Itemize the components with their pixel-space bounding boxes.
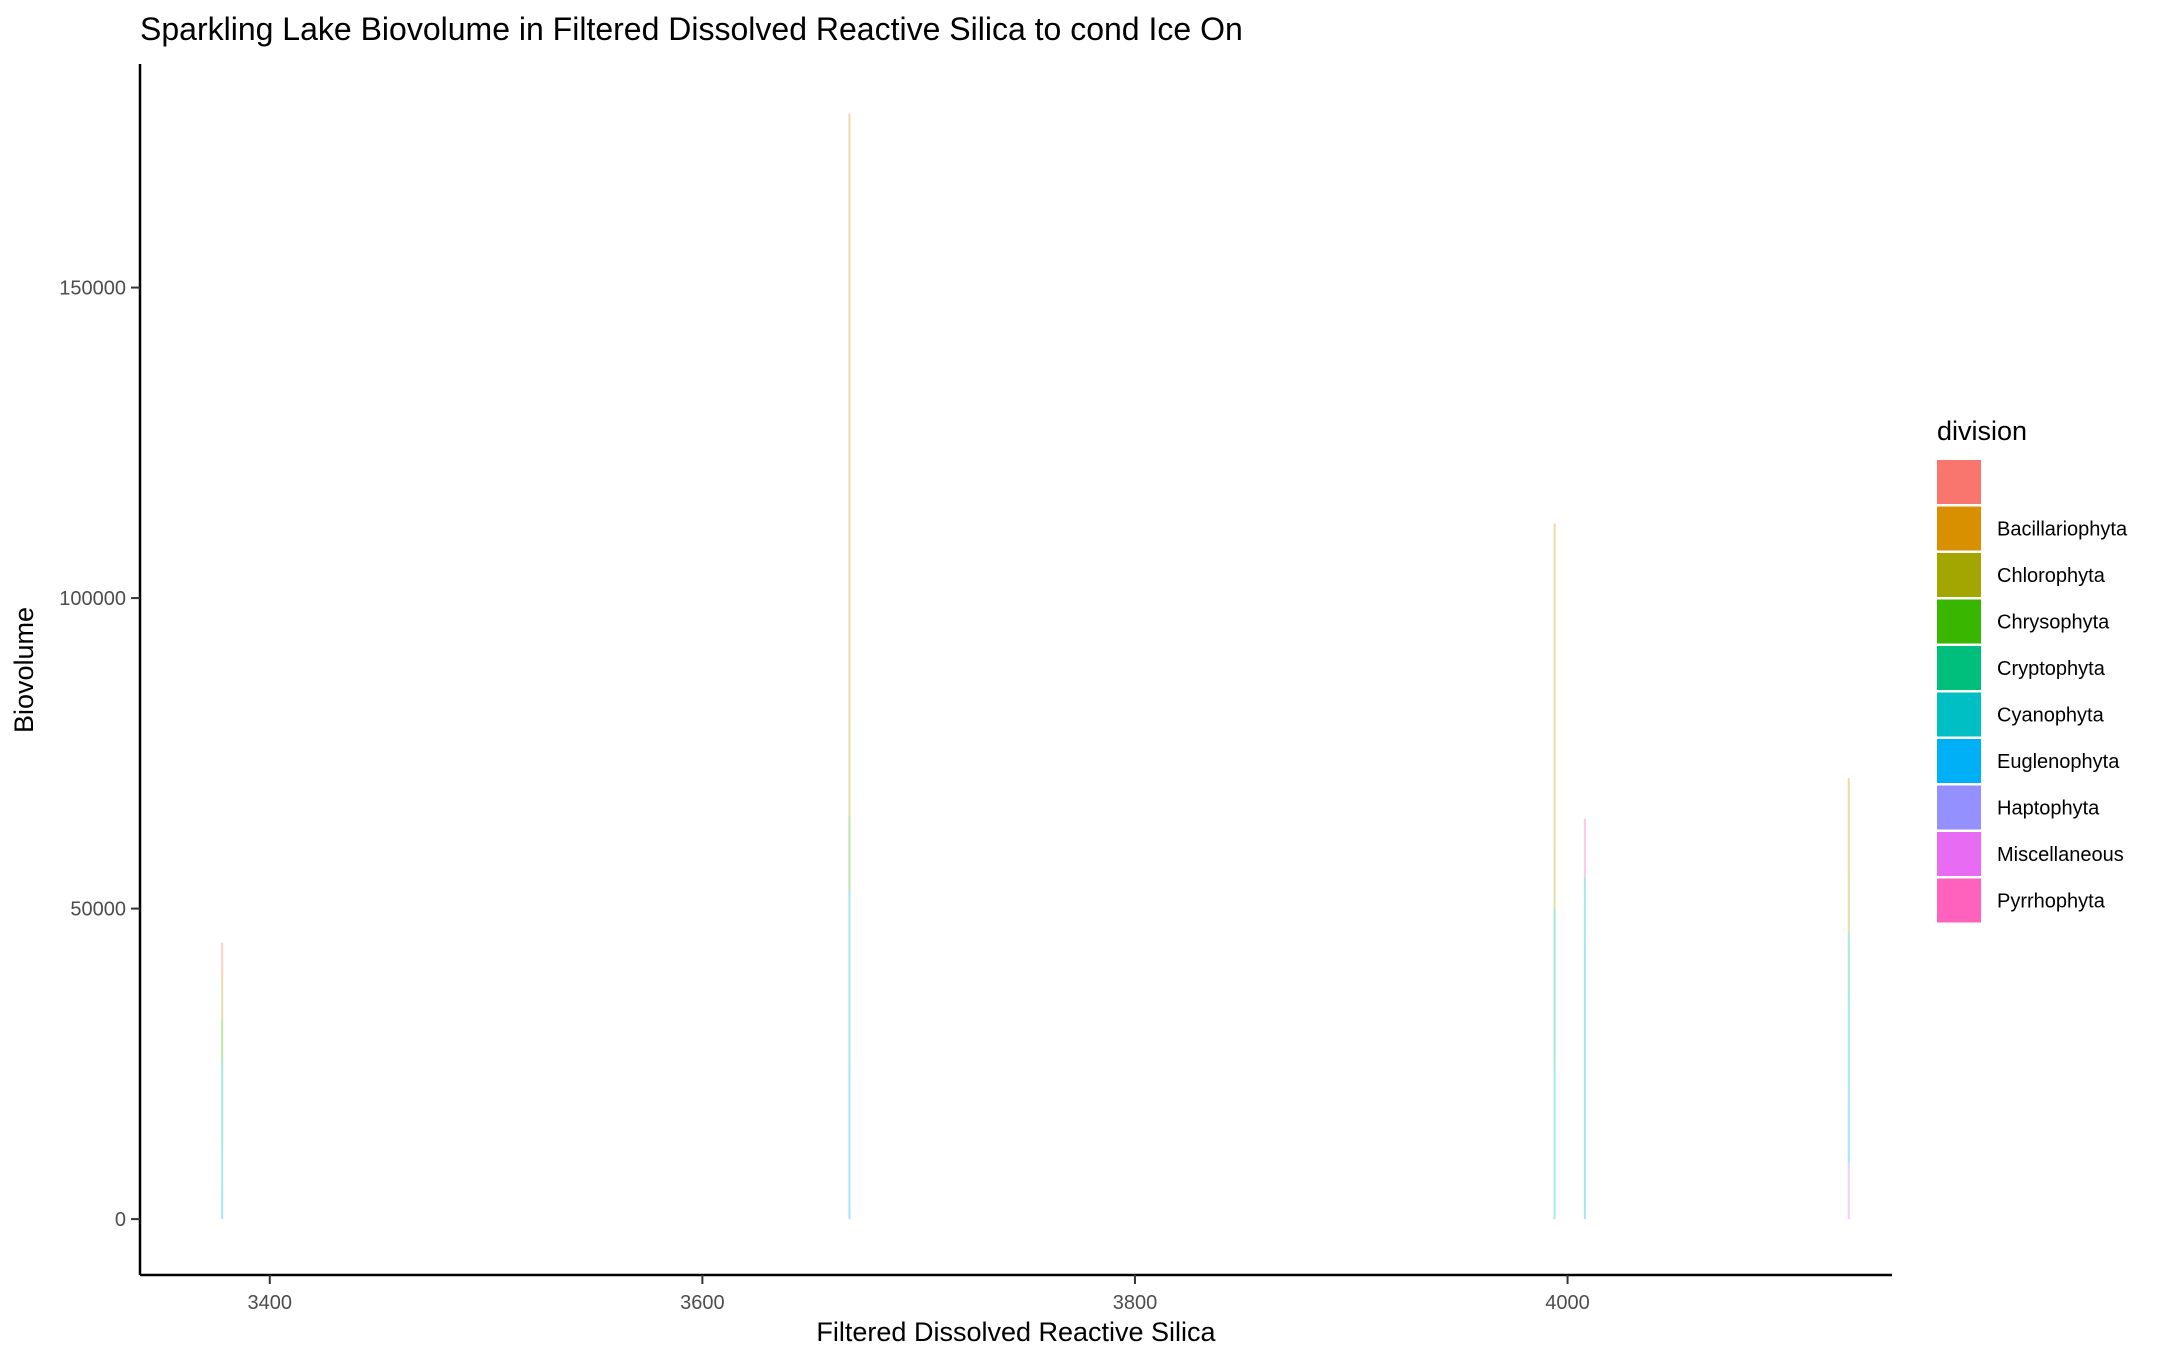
legend-label: Chrysophyta	[1997, 612, 2110, 634]
bar-segment	[221, 1144, 224, 1195]
legend-label: Bacillariophyta	[1997, 519, 2128, 541]
bar-segment	[1553, 846, 1556, 909]
bar-segment	[848, 815, 851, 890]
y-axis-title: Biovolume	[9, 607, 39, 733]
x-tick-label: 4000	[1545, 1292, 1590, 1314]
x-tick-label: 3800	[1113, 1292, 1158, 1314]
bar-segment	[221, 1057, 224, 1145]
legend-label: Haptophyta	[1997, 798, 2100, 820]
legend-key	[1937, 553, 1981, 597]
legend-label: Miscellaneous	[1997, 844, 2124, 866]
bar-segment	[1847, 871, 1850, 934]
bar-segment	[221, 970, 224, 990]
x-axis-title: Filtered Dissolved Reactive Silica	[816, 1317, 1216, 1346]
plot-area	[221, 113, 1850, 1220]
bar-segment	[221, 1194, 224, 1220]
y-tick-label: 50000	[70, 899, 126, 921]
bar-segment	[1847, 778, 1850, 872]
legend: division Bacillariophyta Chlorophyta Chrys…	[1937, 416, 2128, 923]
bar-segment	[1553, 523, 1556, 847]
legend-label: Cryptophyta	[1997, 658, 2106, 680]
bar-segment	[848, 113, 851, 723]
chart-title: Sparkling Lake Biovolume in Filtered Dis…	[140, 11, 1243, 47]
legend-key	[1937, 785, 1981, 830]
legend-key	[1937, 460, 1981, 504]
bar-segment	[1553, 908, 1556, 1064]
bar-segment	[1583, 939, 1586, 1220]
legend-items: Bacillariophyta Chlorophyta Chrysophyta Cry…	[1937, 460, 2128, 923]
bar-segment	[848, 722, 851, 816]
legend-label: Euglenophyta	[1997, 751, 2120, 773]
legend-key	[1937, 599, 1981, 644]
y-tick-label: 100000	[59, 588, 126, 610]
bar-segment	[848, 1063, 851, 1220]
bar-segment	[221, 1020, 224, 1058]
bar-segment	[1847, 1163, 1850, 1220]
bar-segment	[1583, 877, 1586, 940]
legend-key	[1937, 832, 1981, 876]
legend-key	[1937, 878, 1981, 923]
legend-key	[1937, 739, 1981, 783]
bar-segment	[1847, 933, 1850, 996]
bar-segment	[1553, 1063, 1556, 1220]
bar-segment	[1583, 818, 1586, 878]
bar-segment	[848, 889, 851, 1064]
y-tick-label: 150000	[59, 278, 126, 300]
legend-title: division	[1937, 416, 2027, 446]
legend-label: Cyanophyta	[1997, 705, 2105, 727]
legend-key	[1937, 506, 1981, 551]
x-tick-label: 3400	[248, 1292, 293, 1314]
x-ticks: 3400 3600 3800 4000	[248, 1275, 1590, 1314]
bar-segment	[221, 989, 224, 1021]
y-tick-label: 0	[115, 1209, 126, 1231]
bar-segment	[1847, 1088, 1850, 1164]
legend-label: Chlorophyta	[1997, 565, 2106, 587]
y-ticks: 0 50000 100000 150000	[59, 278, 140, 1231]
bar-segment	[221, 942, 224, 971]
legend-key	[1937, 646, 1981, 690]
x-tick-label: 3600	[680, 1292, 725, 1314]
legend-key	[1937, 692, 1981, 737]
bar-segment	[1847, 995, 1850, 1089]
legend-label: Pyrrhophyta	[1997, 891, 2106, 913]
